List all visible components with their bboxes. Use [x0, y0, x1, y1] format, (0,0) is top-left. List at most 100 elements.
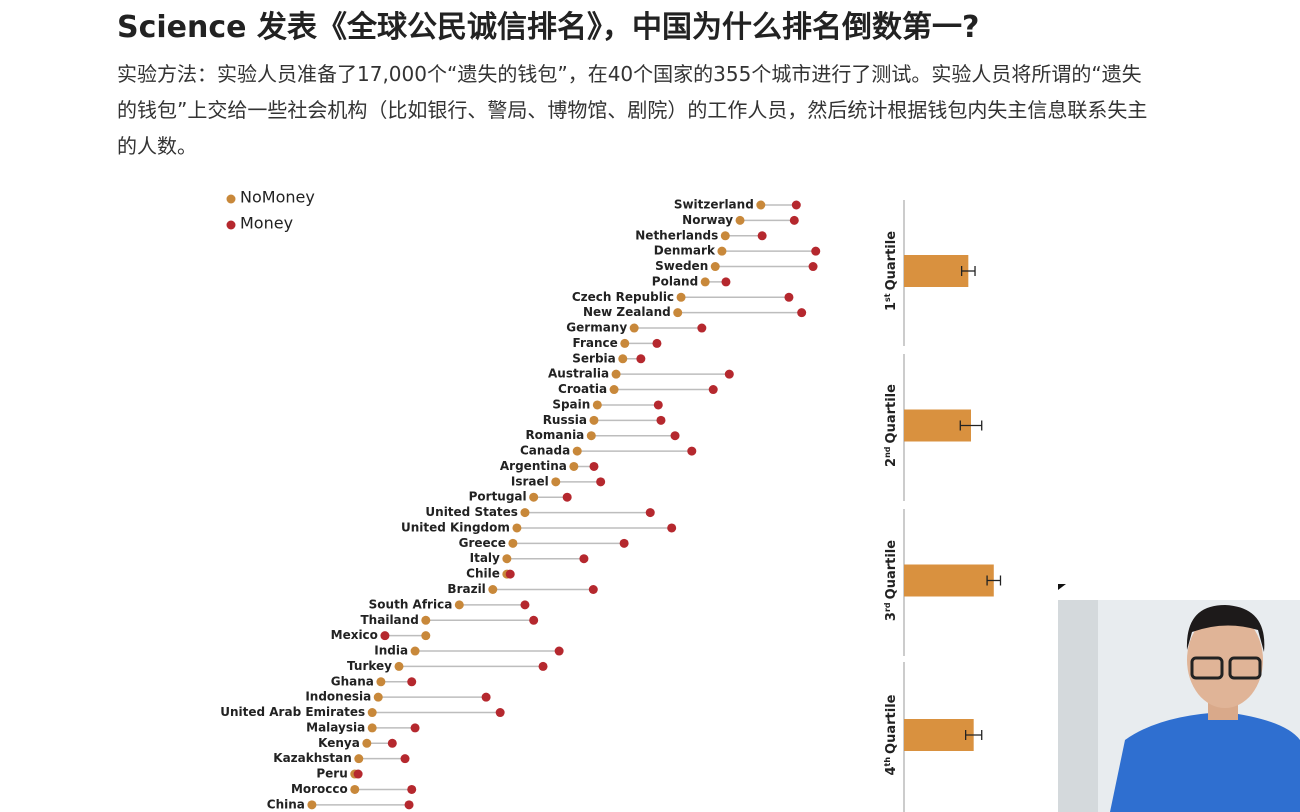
- category-label: Morocco: [291, 782, 348, 796]
- description: 实验方法：实验人员准备了17,000个“遗失的钱包”，在40个国家的355个城市…: [117, 62, 1148, 158]
- dot: [367, 708, 377, 718]
- category-label: Brazil: [447, 582, 485, 596]
- dot: [421, 631, 431, 641]
- dot: [512, 523, 522, 533]
- category-label: Kenya: [318, 736, 360, 750]
- error-bar: [986, 575, 1002, 586]
- category-label: Spain: [552, 397, 590, 411]
- category-label: Indonesia: [305, 690, 371, 704]
- dot: [619, 538, 629, 548]
- bar: [904, 564, 994, 597]
- dot: [307, 800, 317, 810]
- bar: [904, 255, 969, 287]
- dot: [481, 692, 491, 702]
- dot: [407, 677, 417, 687]
- category-label: Croatia: [558, 382, 607, 396]
- category-label: Peru: [316, 767, 347, 781]
- error-bar: [964, 730, 983, 740]
- dot: [652, 338, 662, 348]
- dot: [410, 723, 420, 733]
- category-label: Portugal: [469, 490, 527, 504]
- bar: [904, 719, 974, 751]
- dot: [784, 292, 794, 302]
- dot: [589, 415, 599, 425]
- dot: [404, 800, 414, 810]
- category-label: France: [573, 336, 618, 350]
- dot: [588, 585, 598, 594]
- category-label: Denmark: [654, 244, 716, 258]
- category-label: Russia: [543, 413, 587, 427]
- dot: [676, 292, 686, 302]
- dot: [586, 431, 596, 441]
- dot: [589, 461, 599, 471]
- quartile-word: Quartile: [884, 384, 899, 444]
- dot: [554, 646, 564, 656]
- category-label: Chile: [466, 567, 500, 581]
- dot: [407, 784, 417, 794]
- dot: [380, 631, 390, 641]
- dot: [653, 400, 663, 410]
- dot: [789, 215, 799, 225]
- quartile-suffix: st: [883, 293, 892, 302]
- legend-label: Money: [240, 214, 293, 233]
- dot: [394, 661, 404, 671]
- category-label: Mexico: [331, 628, 378, 642]
- quartile-suffix: nd: [883, 446, 892, 458]
- dot: [520, 508, 530, 518]
- dot: [645, 508, 655, 518]
- dot: [529, 615, 539, 625]
- dot: [708, 385, 718, 395]
- category-label: Czech Republic: [572, 290, 674, 304]
- error-bar: [960, 266, 976, 276]
- dot: [756, 200, 766, 210]
- dot: [721, 277, 731, 287]
- dot: [354, 754, 364, 764]
- category-label: Malaysia: [306, 720, 365, 734]
- dot: [362, 738, 372, 748]
- dot: [387, 738, 397, 748]
- dot: [562, 492, 572, 502]
- quartile-label: 3rd Quartile: [883, 540, 899, 621]
- category-label: Switzerland: [674, 198, 754, 212]
- dot: [350, 784, 360, 794]
- dot: [720, 231, 730, 241]
- dot: [569, 461, 579, 471]
- dot: [700, 277, 710, 287]
- dot: [735, 215, 745, 225]
- webcam: [1058, 600, 1300, 812]
- category-label: China: [267, 797, 305, 811]
- dot: [421, 615, 431, 625]
- dot: [620, 338, 630, 348]
- dot: [673, 308, 683, 318]
- dot: [636, 354, 646, 364]
- dot: [538, 661, 548, 671]
- category-label: Thailand: [361, 613, 419, 627]
- category-label: Kazakhstan: [273, 751, 352, 765]
- dot: [629, 323, 639, 333]
- cursor: [1058, 584, 1066, 590]
- dot: [508, 538, 518, 548]
- error-bar: [959, 420, 983, 431]
- dot: [757, 231, 767, 241]
- dot: [592, 400, 602, 410]
- dot: [376, 677, 386, 687]
- category-label: United States: [425, 505, 518, 519]
- category-label: Canada: [520, 444, 570, 458]
- dot: [505, 569, 515, 579]
- category-label: South Africa: [369, 597, 453, 611]
- category-label: Poland: [652, 274, 698, 288]
- dot: [618, 354, 628, 364]
- dot: [811, 246, 821, 256]
- dot: [611, 369, 621, 379]
- quartile-word: Quartile: [884, 231, 899, 291]
- category-label: Italy: [470, 551, 500, 565]
- quartile-suffix: th: [883, 757, 892, 767]
- category-label: India: [374, 644, 408, 658]
- dot: [367, 723, 377, 733]
- title: Science 发表《全球公民诚信排名》，中国为什么排名倒数第一?: [117, 10, 980, 45]
- category-label: Greece: [459, 536, 506, 550]
- dot: [520, 600, 530, 610]
- category-label: Serbia: [572, 351, 616, 365]
- dot: [454, 600, 464, 610]
- quartile-label: 1st Quartile: [883, 231, 899, 311]
